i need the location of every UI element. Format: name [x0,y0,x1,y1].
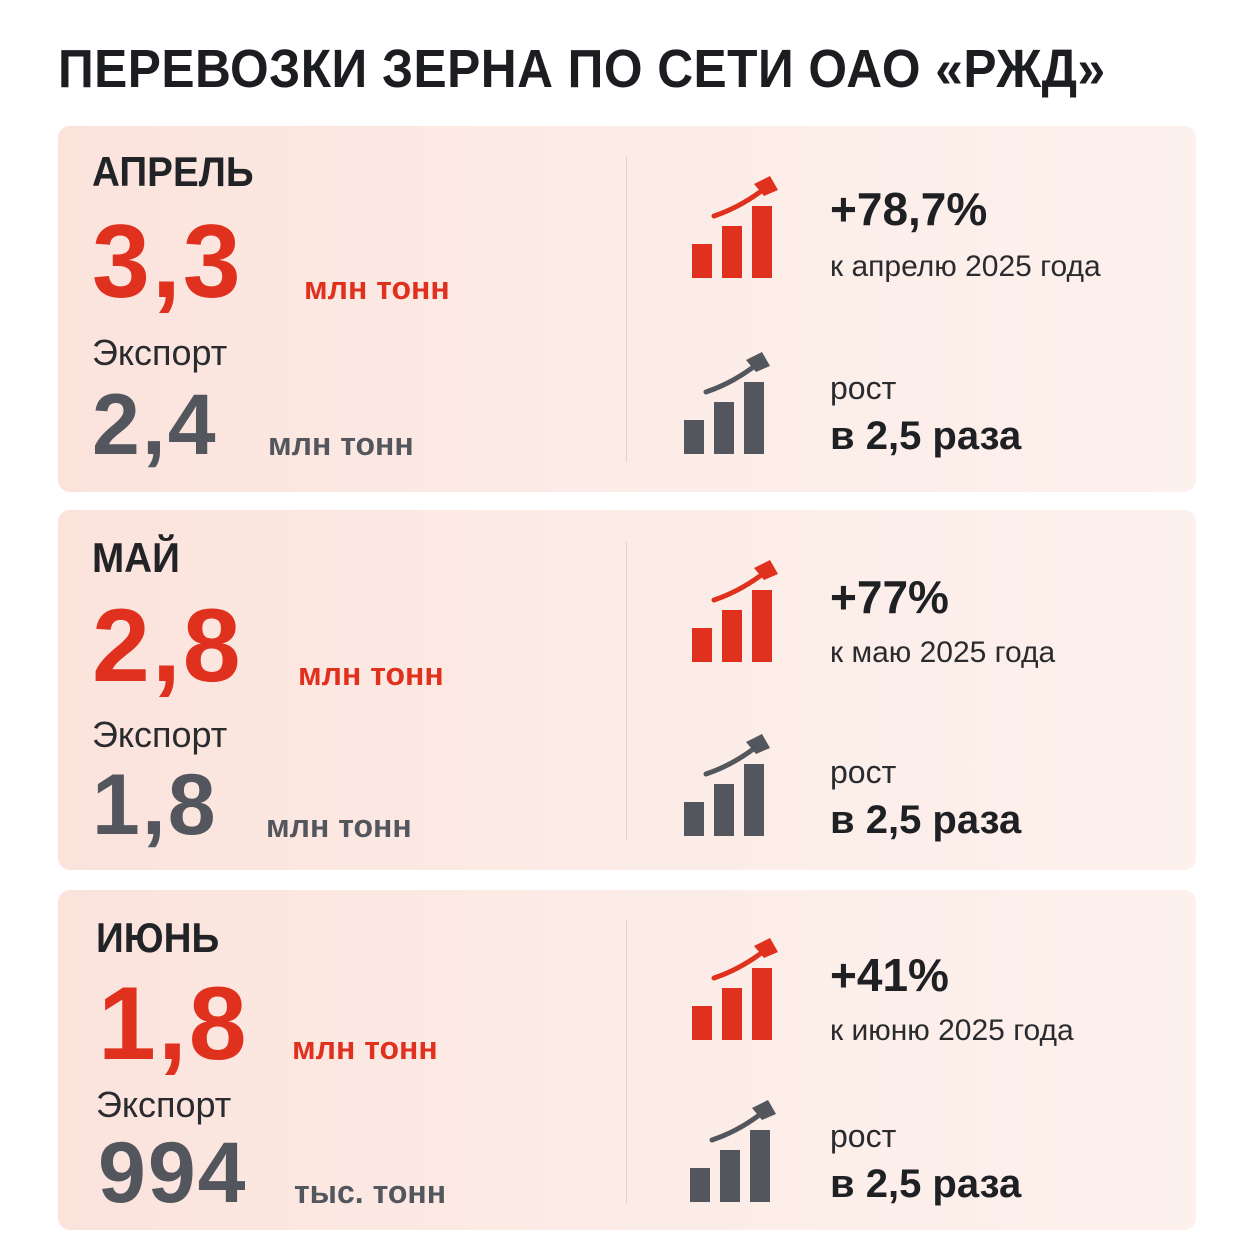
month-label: ИЮНЬ [96,914,220,961]
export-label: Экспорт [92,332,228,373]
change-comparison: к июню 2025 года [830,1014,1074,1047]
total-value: 3,3 [92,204,243,320]
export-label: Экспорт [92,714,228,755]
change-percent: +78,7% [830,183,988,235]
total-unit: млн тонн [292,1030,438,1066]
total-value: 2,8 [92,588,243,704]
month-label: АПРЕЛЬ [92,148,254,195]
month-card-may: МАЙ 2,8 млн тонн Экспорт 1,8 млн тонн +7… [58,510,1196,870]
growth-chart-red-icon [686,174,786,284]
growth-chart-red-icon [686,936,786,1046]
month-card-april: АПРЕЛЬ 3,3 млн тонн Экспорт 2,4 млн тонн… [58,126,1196,492]
export-growth-label: рост [830,1118,897,1154]
growth-chart-gray-icon [678,732,778,842]
growth-chart-red-icon [686,558,786,668]
export-value: 994 [98,1125,248,1221]
export-unit: млн тонн [266,808,412,844]
divider [626,920,627,1204]
export-value: 1,8 [92,757,218,853]
divider [626,542,627,840]
change-percent: +77% [830,571,949,623]
export-label: Экспорт [96,1084,232,1125]
export-growth-value: в 2,5 раза [830,798,1022,842]
divider [626,156,627,462]
growth-chart-gray-icon [678,350,778,460]
page-title: ПЕРЕВОЗКИ ЗЕРНА ПО СЕТИ ОАО «РЖД» [58,39,1106,99]
export-growth-label: рост [830,754,897,790]
export-growth-label: рост [830,370,897,406]
export-growth-value: в 2,5 раза [830,414,1022,458]
change-comparison: к апрелю 2025 года [830,250,1101,283]
change-comparison: к маю 2025 года [830,636,1056,669]
total-unit: млн тонн [298,656,444,692]
export-growth-value: в 2,5 раза [830,1162,1022,1206]
export-unit: тыс. тонн [294,1174,447,1210]
growth-chart-gray-icon [684,1098,784,1208]
export-unit: млн тонн [268,426,414,462]
total-value: 1,8 [98,966,249,1082]
change-percent: +41% [830,949,949,1001]
export-value: 2,4 [92,377,218,473]
month-card-june: ИЮНЬ 1,8 млн тонн Экспорт 994 тыс. тонн … [58,890,1196,1230]
month-label: МАЙ [92,534,180,581]
total-unit: млн тонн [304,270,450,306]
